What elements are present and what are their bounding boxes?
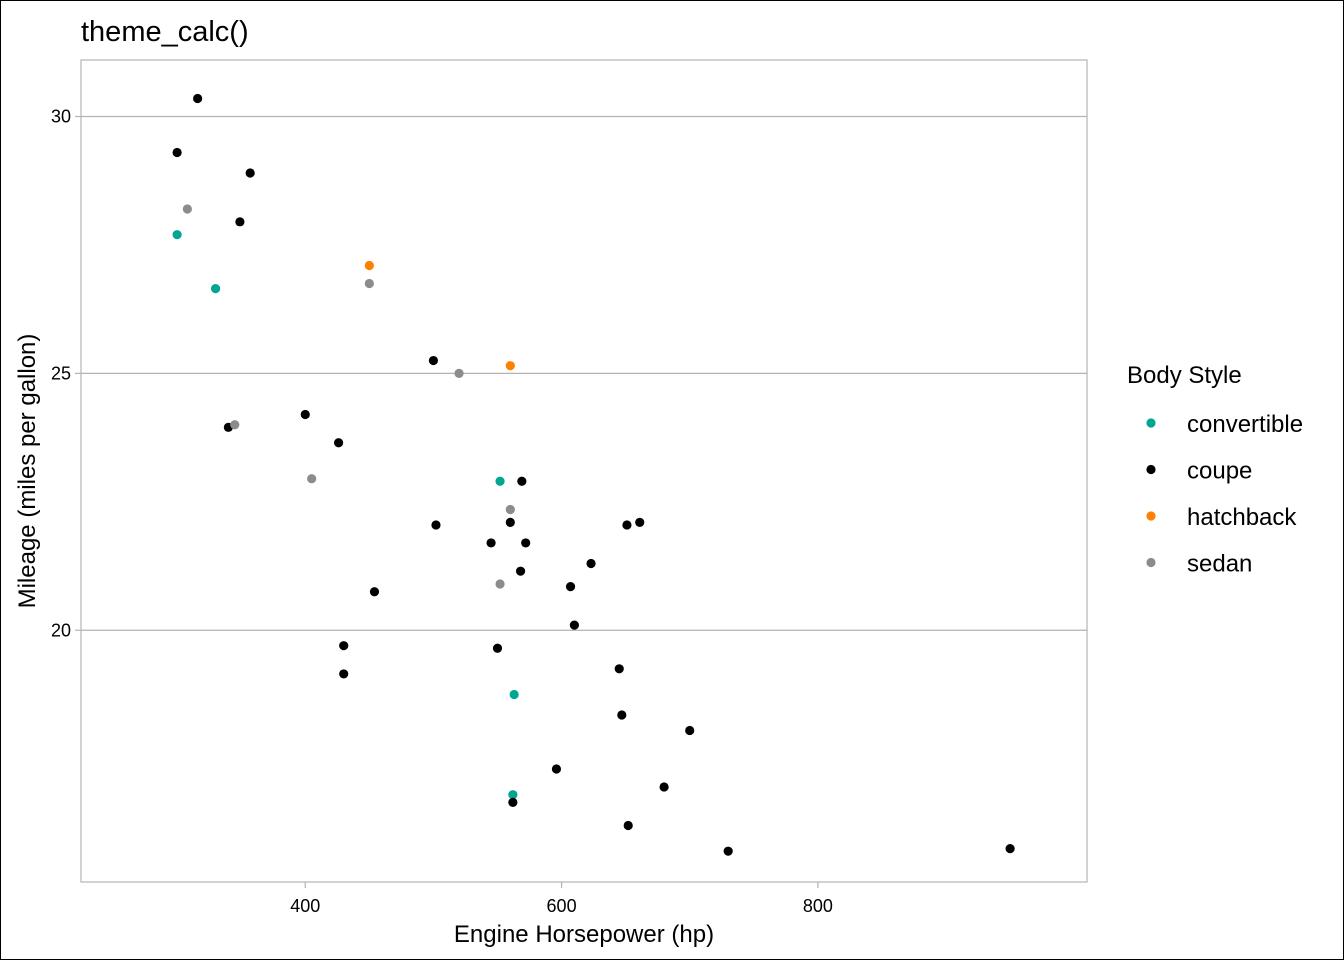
legend: Body Style convertible coupe hatchback seda… (1127, 362, 1303, 578)
point-coupe (551, 764, 562, 774)
point-coupe (486, 538, 496, 548)
legend-title: Body Style (1127, 362, 1242, 389)
point-sedan (307, 474, 317, 484)
point-convertible (495, 476, 505, 486)
point-coupe (622, 520, 632, 530)
x-tick-label: 400 (290, 896, 320, 916)
gridlines (81, 115, 1087, 631)
legend-label-sedan: sedan (1187, 551, 1252, 578)
point-coupe (659, 782, 669, 792)
legend-label-coupe: coupe (1187, 458, 1252, 485)
x-tick-label: 600 (547, 896, 577, 916)
legend-label-hatchback: hatchback (1187, 504, 1297, 531)
point-coupe (339, 641, 349, 651)
legend-key-sedan (1146, 557, 1156, 568)
x-tick-label: 800 (803, 896, 833, 916)
point-coupe (508, 797, 518, 807)
legend-key-coupe (1146, 464, 1156, 475)
point-convertible (509, 689, 519, 700)
point-coupe (515, 566, 526, 576)
x-axis-title: Engine Horsepower (hp) (454, 921, 714, 948)
legend-label-convertible: convertible (1187, 411, 1303, 438)
point-coupe (193, 93, 203, 104)
point-coupe (614, 664, 624, 674)
point-coupe (339, 669, 349, 679)
y-axis-ticks: 20 25 30 (51, 107, 81, 640)
point-convertible (172, 230, 182, 240)
point-coupe (172, 147, 182, 158)
y-tick-label: 25 (51, 363, 71, 383)
point-coupe (723, 846, 733, 856)
data-points (172, 93, 1015, 856)
point-sedan (364, 278, 374, 289)
point-coupe (300, 409, 310, 420)
point-coupe (1005, 844, 1015, 854)
point-coupe (565, 581, 576, 592)
point-coupe (428, 355, 439, 366)
point-coupe (617, 710, 627, 720)
point-convertible (210, 284, 221, 294)
point-convertible (508, 790, 518, 800)
point-hatchback (364, 260, 374, 271)
point-coupe (431, 520, 441, 530)
point-coupe (505, 517, 515, 527)
point-coupe (569, 620, 579, 630)
point-coupe (586, 558, 596, 569)
legend-key-hatchback (1146, 511, 1156, 521)
point-coupe (235, 217, 245, 227)
plot-panel-border (80, 59, 1088, 883)
point-sedan (230, 420, 240, 430)
point-coupe (517, 476, 527, 486)
y-tick-label: 20 (51, 620, 71, 640)
point-coupe (245, 168, 255, 178)
legend-entries: convertible coupe hatchback sedan (1146, 411, 1303, 578)
x-axis-ticks: 400 600 800 (290, 882, 833, 916)
point-coupe (333, 438, 344, 448)
point-coupe (623, 820, 633, 831)
point-sedan (495, 579, 505, 589)
point-coupe (635, 517, 645, 527)
y-tick-label: 30 (51, 107, 71, 127)
point-coupe (369, 587, 380, 597)
y-axis-title: Mileage (miles per gallon) (14, 334, 41, 609)
point-coupe (492, 643, 503, 653)
point-coupe (685, 725, 695, 736)
legend-key-convertible (1146, 418, 1156, 428)
point-coupe (521, 538, 531, 548)
chart-title: theme_calc() (81, 16, 249, 48)
point-sedan (505, 504, 515, 515)
point-sedan (454, 368, 464, 378)
point-sedan (182, 204, 192, 214)
point-hatchback (505, 361, 515, 371)
